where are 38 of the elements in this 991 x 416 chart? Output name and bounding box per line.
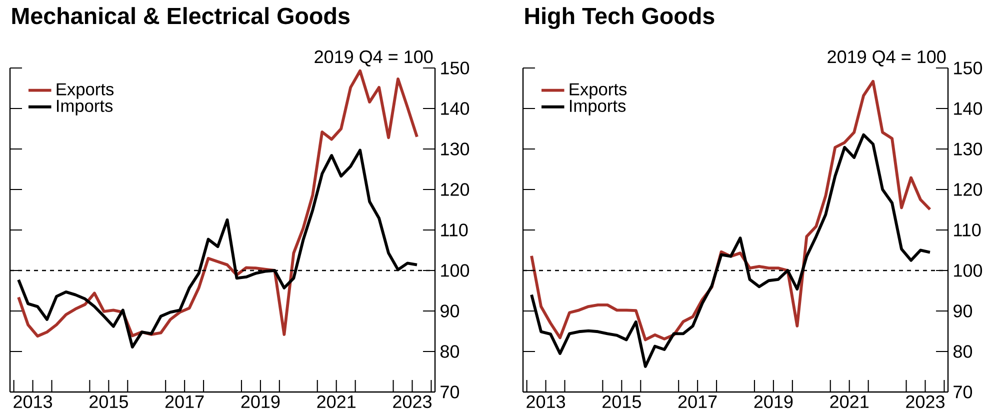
y-tick-label: 80 [953,345,972,358]
y-tick-label: 130 [954,142,982,156]
x-tick-label: 2015 [90,395,128,408]
x-tick-label: 2019 [241,395,280,408]
y-tick-label: 90 [954,304,972,318]
y-tick-label: 120 [954,183,982,196]
y-tick-label: 100 [954,264,982,277]
chart-title: High Tech Goods [525,7,714,29]
y-tick-label: 140 [954,102,982,115]
x-tick-label: 2019 [754,395,793,408]
y-tick-label: 70 [440,386,460,398]
x-tick-label: 2015 [602,395,641,408]
legend-label: Exports [570,83,627,99]
y-tick-label: 150 [441,62,470,74]
y-tick-label: 70 [954,386,972,398]
x-tick-label: 2021 [830,395,868,408]
x-tick-label: 2023 [393,395,432,408]
chart-subtitle: 2019 Q4 = 100 [828,50,946,66]
y-tick-label: 120 [441,183,470,196]
y-tick-label: 110 [954,224,981,236]
x-tick-label: 2013 [526,395,565,408]
legend-label: Exports [56,83,114,99]
y-tick-label: 100 [441,264,470,277]
chart-title: Mechanical & Electrical Goods [12,7,350,24]
legend-label: Imports [57,100,113,116]
x-tick-label: 2021 [317,395,356,408]
x-tick-label: 2023 [906,395,944,408]
y-tick-label: 90 [440,304,460,318]
y-tick-label: 130 [441,142,470,156]
x-tick-label: 2017 [678,395,717,408]
y-tick-label: 80 [440,345,460,358]
legend-label: Imports [570,100,626,116]
x-tick-label: 2013 [14,395,52,408]
y-tick-label: 110 [441,224,468,236]
chart-subtitle: 2019 Q4 = 100 [314,50,433,66]
y-tick-label: 140 [441,102,470,115]
y-tick-label: 150 [954,62,982,74]
x-tick-label: 2017 [165,395,204,408]
